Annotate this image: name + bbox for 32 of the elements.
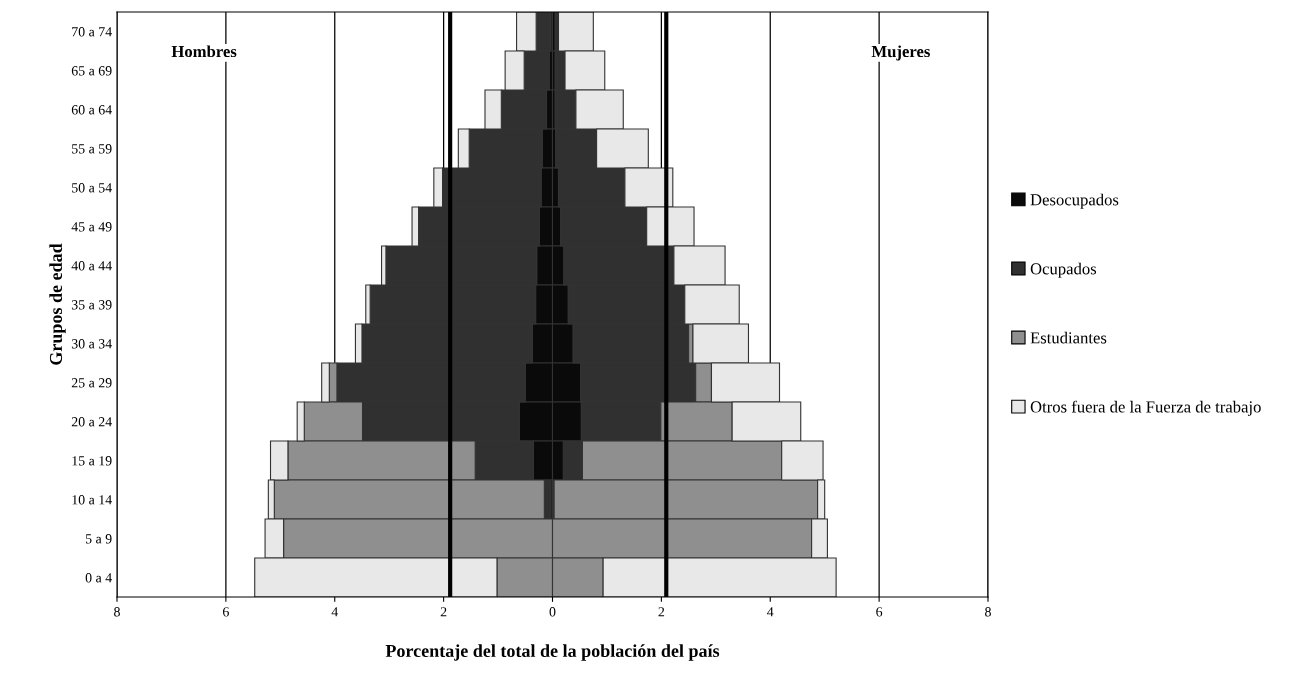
y-tick-label: 10 a 14 (72, 495, 112, 505)
y-tick-label: 30 a 34 (71, 339, 112, 349)
x-tick-label: 6 (876, 607, 883, 617)
y-tick-label: 55 a 59 (72, 144, 112, 154)
legend-label: Otros fuera de la Fuerza de trabajo (1030, 400, 1261, 416)
y-tick-label: 0 a 4 (85, 573, 112, 583)
x-tick-label: 6 (223, 607, 229, 617)
y-tick-label: 5 a 9 (85, 534, 112, 544)
x-tick-label: 8 (114, 607, 120, 617)
y-tick-label: 15 a 19 (72, 456, 112, 466)
y-tick-label: 20 a 24 (71, 417, 112, 427)
x-tick-label: 0 (549, 607, 556, 617)
x-tick-label: 4 (767, 607, 774, 617)
legend-label: Ocupados (1030, 262, 1097, 278)
y-tick-label: 35 a 39 (71, 300, 112, 310)
x-tick-label: 2 (440, 607, 447, 617)
y-tick-label: 45 a 49 (71, 222, 112, 232)
y-tick-label: 25 a 29 (71, 378, 112, 388)
legend-label: Desocupados (1030, 193, 1119, 209)
y-tick-label: 60 a 64 (71, 105, 112, 115)
x-tick-label: 8 (985, 607, 991, 617)
x-axis-title: Porcentaje del total de la población del país (385, 644, 720, 661)
legend-label: Estudiantes (1030, 331, 1107, 344)
y-tick-label: 50 a 54 (72, 183, 112, 193)
y-axis-title: Grupos de edad (49, 243, 66, 365)
annotation: Mujeres (871, 45, 930, 61)
x-tick-label: 4 (331, 607, 339, 617)
x-tick-label: 2 (658, 607, 665, 617)
y-tick-label: 65 a 69 (71, 66, 112, 76)
y-tick-label: 70 a 74 (72, 27, 112, 37)
y-tick-label: 40 a 44 (71, 261, 112, 271)
annotation: Hombres (171, 45, 237, 58)
